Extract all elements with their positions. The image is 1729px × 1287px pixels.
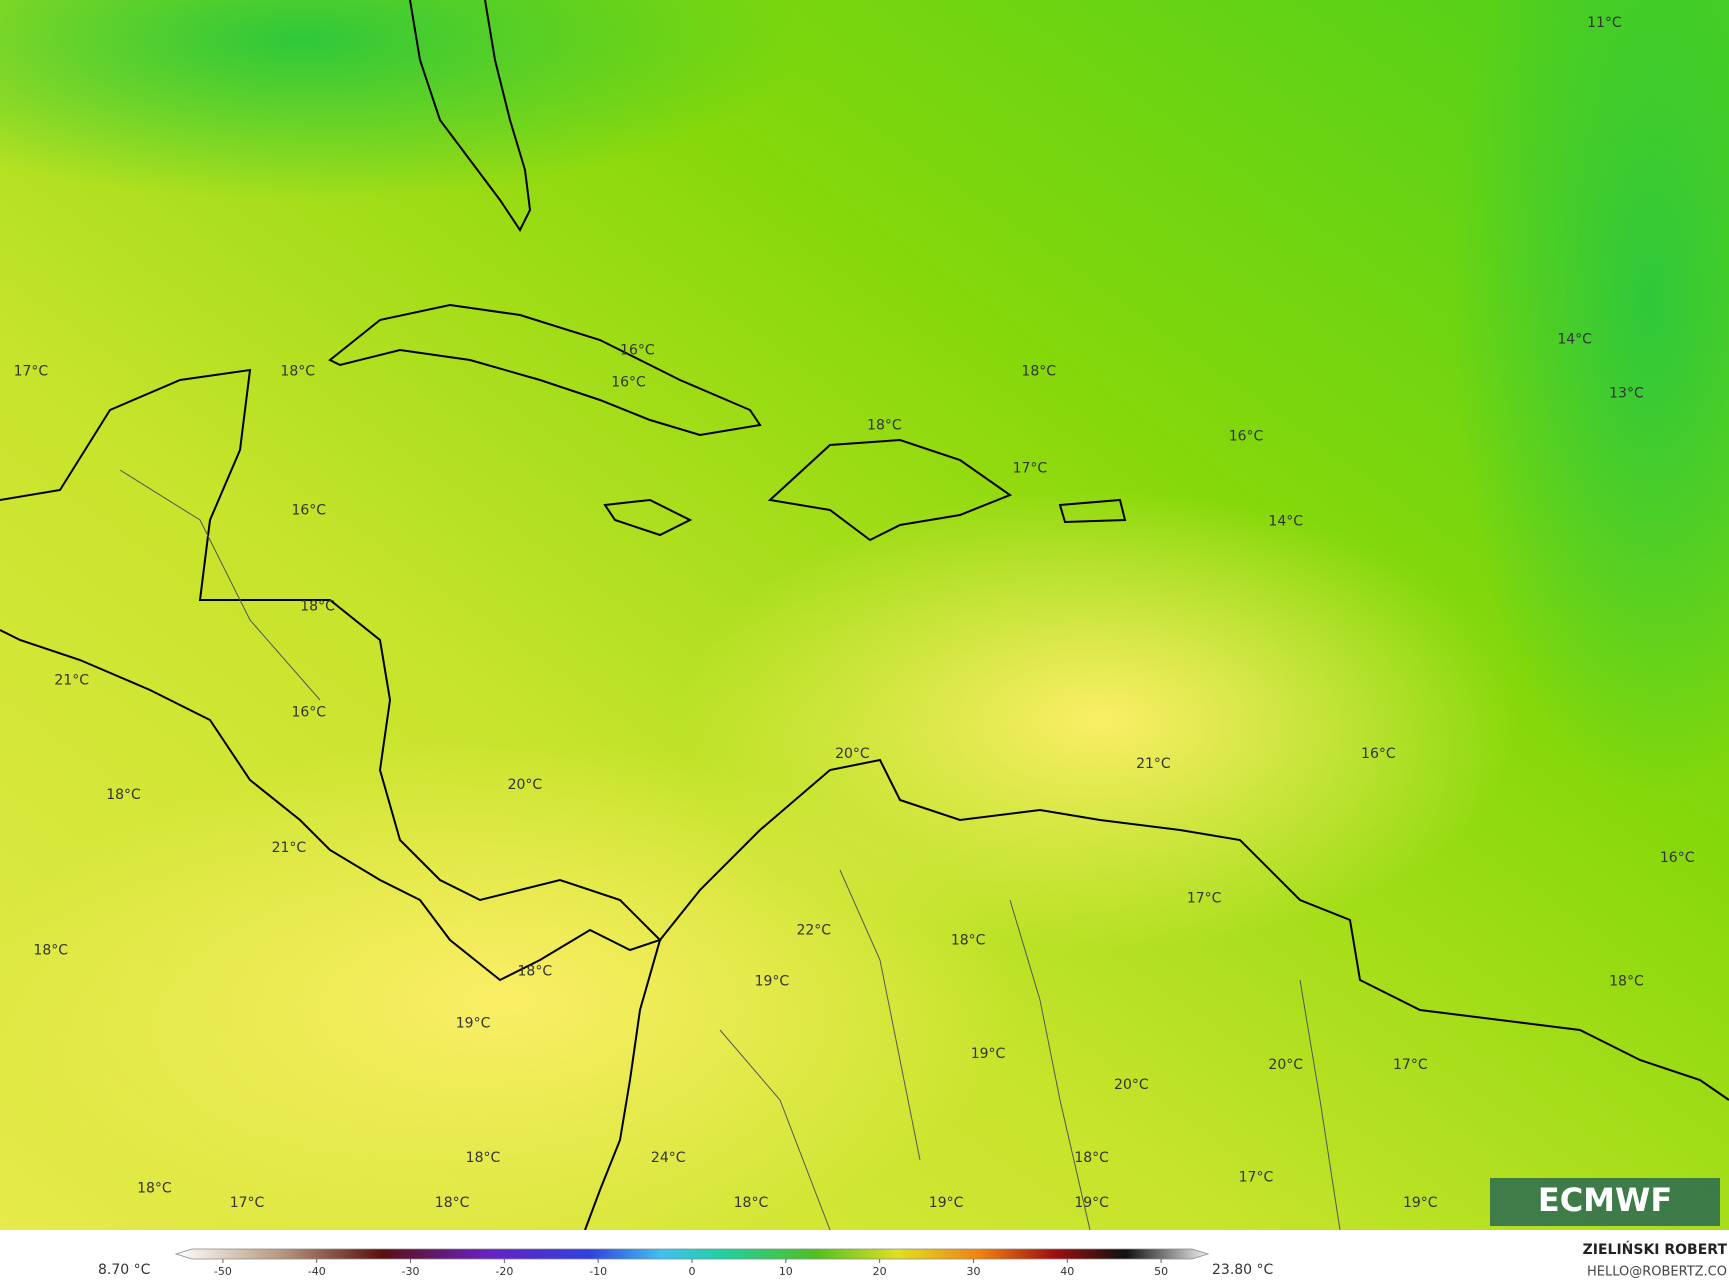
temperature-label: 19°C (456, 1015, 491, 1031)
central-america (0, 368, 662, 982)
temperature-label: 18°C (280, 364, 315, 380)
cool-area (1450, 0, 1729, 800)
temperature-label: 18°C (1021, 364, 1056, 380)
florida (409, 0, 532, 232)
temperature-label: 16°C (611, 375, 646, 391)
temperature-label: 17°C (1013, 461, 1048, 477)
temperature-label: 19°C (971, 1046, 1006, 1062)
pacific-coast (584, 939, 661, 1231)
colorbar-tick-label: -20 (495, 1265, 513, 1278)
puerto-rico (1058, 498, 1127, 524)
email: HELLO@ROBERTZ.CO (1587, 1265, 1727, 1280)
temperature-label: 18°C (1609, 973, 1644, 989)
colorbar-tick-label: -40 (308, 1265, 326, 1278)
temperature-label: 20°C (508, 777, 543, 793)
temperature-label: 18°C (137, 1181, 172, 1197)
temperature-label: 18°C (466, 1150, 501, 1166)
temperature-label: 16°C (620, 343, 655, 359)
temperature-label: 17°C (230, 1195, 265, 1211)
temperature-label: 20°C (1114, 1077, 1149, 1093)
author: ZIELIŃSKI ROBERT (1583, 1240, 1728, 1258)
temperature-label: 16°C (291, 503, 326, 519)
colorbar-tick-label: -30 (402, 1265, 420, 1278)
temperature-label: 21°C (1136, 756, 1171, 772)
colorbar-tick-label: -10 (589, 1265, 607, 1278)
temperature-label: 16°C (1229, 429, 1264, 445)
colorbar-tick-label: 50 (1154, 1265, 1168, 1278)
temperature-label: 21°C (272, 840, 307, 856)
jamaica (603, 498, 693, 537)
logo-box (1490, 1178, 1720, 1226)
temperature-label: 13°C (1609, 386, 1644, 402)
borders (119, 469, 1341, 1231)
colorbar: -50 -40 -30 -20 -10 0 10 20 30 40 50 (174, 1248, 1210, 1278)
logo: ECMWF (1538, 1181, 1672, 1219)
colorbar-tick-label: -50 (214, 1265, 232, 1278)
temperature-label: 18°C (951, 933, 986, 949)
south-america (659, 758, 1729, 1101)
temperature-label: 18°C (106, 787, 141, 803)
temperature-label: 22°C (796, 923, 831, 939)
colorbar-bar (174, 1248, 1210, 1260)
temperature-label: 18°C (300, 598, 335, 614)
temperature-label: 24°C (651, 1150, 686, 1166)
temperature-label: 17°C (1187, 891, 1222, 907)
hispaniola (767, 438, 1013, 542)
temperature-label: 19°C (1074, 1195, 1109, 1211)
warm-area (0, 740, 1020, 1260)
colorbar-tick-label: 20 (873, 1265, 887, 1278)
colorbar-tick-label: 40 (1060, 1265, 1074, 1278)
temperature-label: 17°C (1239, 1170, 1274, 1186)
temperature-label: 18°C (1074, 1150, 1109, 1166)
temperature-label: 19°C (929, 1195, 964, 1211)
min-label: 8.70 °C (98, 1262, 151, 1278)
colorbar-tick-label: 10 (779, 1265, 793, 1278)
temperature-labels: 11°C 17°C 18°C 16°C 16°C 18°C 14°C 13°C 18°C 16°C… (14, 15, 1695, 1211)
colorbar-tick-label: 30 (966, 1265, 980, 1278)
cuba (328, 303, 762, 437)
temperature-label: 14°C (1557, 332, 1592, 348)
temperature-label: 17°C (1393, 1057, 1428, 1073)
temperature-label: 18°C (518, 963, 553, 979)
temperature-label: 20°C (835, 746, 870, 762)
cool-area (0, 0, 800, 200)
temperature-label: 16°C (1361, 746, 1396, 762)
temperature-label: 19°C (1403, 1195, 1438, 1211)
temperature-label: 18°C (867, 418, 902, 434)
colorbar-tick-label: 0 (689, 1265, 696, 1278)
temperature-label: 16°C (291, 704, 326, 720)
temperature-label: 21°C (54, 672, 89, 688)
temperature-label: 17°C (14, 364, 49, 380)
temperature-label: 20°C (1268, 1057, 1303, 1073)
map: ECMWF (0, 0, 1729, 1260)
temperature-label: 18°C (435, 1195, 470, 1211)
max-label: 23.80 °C (1212, 1262, 1274, 1278)
temperature-label: 18°C (734, 1195, 769, 1211)
temperature-label: 19°C (755, 973, 790, 989)
temperature-label: 18°C (33, 943, 68, 959)
temperature-label: 11°C (1587, 15, 1622, 31)
temperature-label: 14°C (1268, 514, 1303, 530)
temperature-label: 16°C (1660, 850, 1695, 866)
